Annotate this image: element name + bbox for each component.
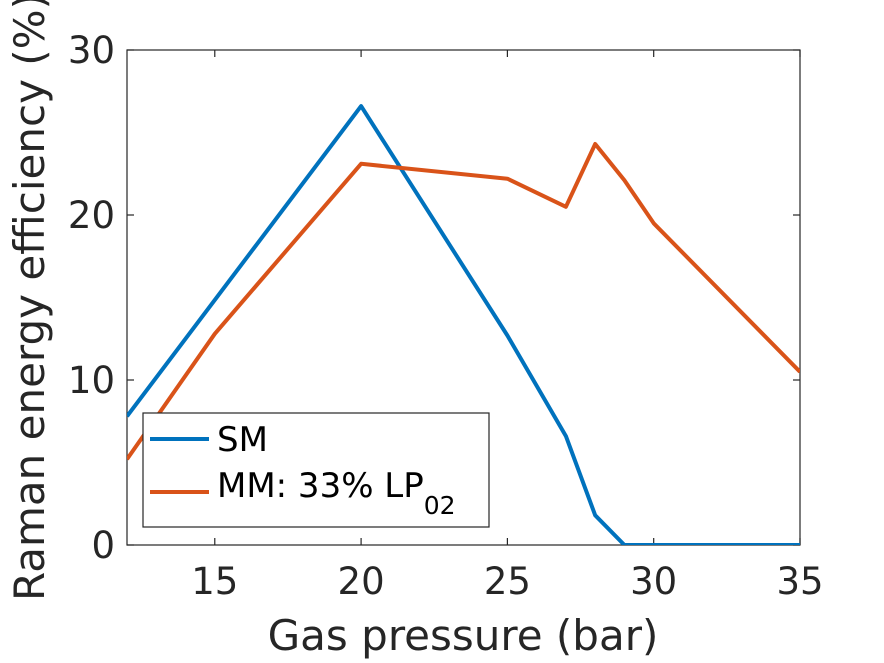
x-tick-label: 25: [484, 560, 531, 603]
x-tick-label: 20: [338, 560, 385, 603]
y-axis-label: Raman energy efficiency (%): [5, 0, 54, 601]
x-axis: 15 20 25 30 35: [191, 50, 824, 603]
x-tick-label: 35: [776, 560, 823, 603]
y-axis: 0 10 20 30: [68, 29, 800, 567]
series-lines: [127, 104, 800, 545]
legend-label-mm: MM: 33% LP02: [217, 466, 456, 520]
series-line-sm: [127, 104, 800, 545]
x-tick-label: 30: [630, 560, 677, 603]
x-tick-label: 15: [191, 560, 238, 603]
y-tick-label: 10: [68, 359, 115, 402]
y-tick-label: 0: [91, 524, 115, 567]
y-tick-label: 20: [68, 194, 115, 237]
legend-label-sm: SM: [217, 420, 268, 460]
legend: SM MM: 33% LP02: [142, 412, 490, 528]
legend-box: [142, 412, 490, 528]
y-tick-label: 30: [68, 29, 115, 72]
x-axis-label: Gas pressure (bar): [268, 611, 659, 660]
series-line-mm: [127, 142, 800, 461]
